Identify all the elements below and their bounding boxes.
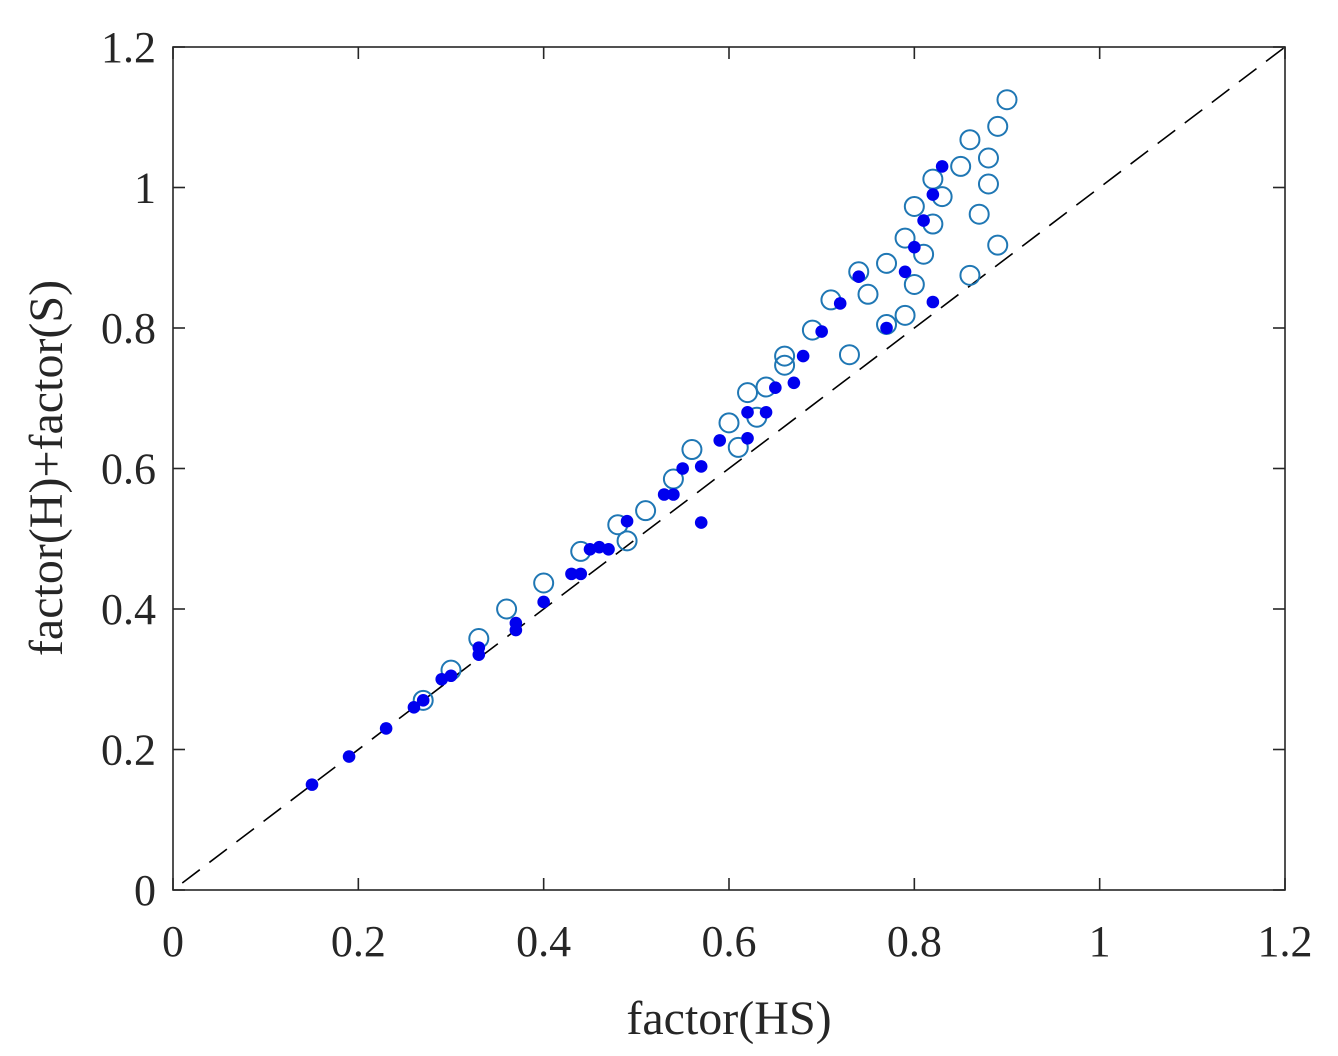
open-point xyxy=(838,344,860,366)
reference-line xyxy=(181,46,1286,884)
open-point xyxy=(903,195,925,217)
x-tick-label: 0.2 xyxy=(331,917,386,966)
filled-point xyxy=(342,750,356,763)
filled-point xyxy=(472,641,486,654)
filled-point xyxy=(935,160,949,173)
open-point xyxy=(913,243,935,265)
open-point xyxy=(774,345,796,367)
filled-point xyxy=(305,778,319,791)
open-point xyxy=(635,500,657,522)
x-axis-label: factor(HS) xyxy=(626,992,831,1045)
filled-point xyxy=(741,406,754,419)
open-point xyxy=(950,155,972,177)
filled-point xyxy=(917,214,930,227)
open-point xyxy=(959,129,981,151)
open-point xyxy=(857,283,879,305)
y-tick-label: 0.6 xyxy=(101,445,156,494)
open-point xyxy=(996,89,1018,111)
open-point xyxy=(987,234,1009,256)
filled-point xyxy=(602,542,615,556)
filled-point xyxy=(713,434,727,447)
filled-point xyxy=(694,460,708,473)
filled-point xyxy=(769,381,782,395)
open-point xyxy=(737,382,759,404)
filled-point xyxy=(509,616,523,630)
filled-point xyxy=(416,694,430,707)
filled-point xyxy=(676,462,689,475)
open-point xyxy=(681,439,703,461)
open-point xyxy=(894,227,916,249)
open-point xyxy=(977,147,999,169)
series-filled-group xyxy=(305,160,949,791)
y-tick-labels: 0 0.2 0.4 0.6 0.8 1 1.2 xyxy=(101,23,156,915)
open-point xyxy=(894,304,916,326)
filled-point xyxy=(898,265,912,279)
open-point xyxy=(959,264,981,286)
filled-point xyxy=(574,567,588,581)
open-point xyxy=(977,173,999,195)
filled-point xyxy=(620,514,634,528)
filled-point xyxy=(908,240,921,254)
filled-point xyxy=(565,567,578,581)
x-tick-labels: 0 0.2 0.4 0.6 0.8 1 1.2 xyxy=(162,917,1313,966)
open-point xyxy=(412,689,434,711)
y-tick-label: 0 xyxy=(134,866,156,915)
x-tick-label: 0.8 xyxy=(887,917,942,966)
filled-point xyxy=(926,188,940,201)
filled-point xyxy=(741,431,754,445)
open-point xyxy=(968,203,990,225)
x-tick-label: 0.6 xyxy=(702,917,757,966)
filled-point xyxy=(537,595,550,609)
x-tick-label: 0 xyxy=(162,917,184,966)
filled-point xyxy=(796,349,810,363)
open-point xyxy=(903,273,925,295)
y-tick-label: 1.2 xyxy=(101,23,156,72)
filled-point xyxy=(379,722,393,735)
filled-point xyxy=(407,701,421,714)
x-tick-label: 1 xyxy=(1089,917,1111,966)
open-point xyxy=(533,572,555,594)
filled-point xyxy=(852,270,866,284)
open-point xyxy=(774,354,796,376)
filled-point xyxy=(667,488,680,501)
filled-point xyxy=(880,321,893,335)
open-point xyxy=(616,530,638,552)
filled-point xyxy=(926,295,940,309)
filled-point xyxy=(694,516,708,529)
y-tick-label: 0.8 xyxy=(101,304,156,353)
x-tick-label: 1.2 xyxy=(1258,917,1313,966)
filled-point xyxy=(787,376,801,390)
x-tick-label: 0.4 xyxy=(516,917,571,966)
y-tick-label: 1 xyxy=(134,164,156,213)
open-point xyxy=(727,436,749,458)
open-point xyxy=(718,412,740,434)
open-point xyxy=(496,598,518,620)
open-point xyxy=(876,252,898,274)
filled-point xyxy=(657,488,671,501)
filled-point xyxy=(833,297,847,310)
y-tick-label: 0.2 xyxy=(101,726,156,775)
y-axis-label: factor(H)+factor(S) xyxy=(20,280,73,656)
filled-point xyxy=(444,669,458,683)
filled-point xyxy=(759,406,773,419)
plot-frame xyxy=(172,46,1286,891)
y-tick-label: 0.4 xyxy=(101,585,156,634)
filled-point xyxy=(815,325,828,338)
open-point xyxy=(987,115,1009,137)
